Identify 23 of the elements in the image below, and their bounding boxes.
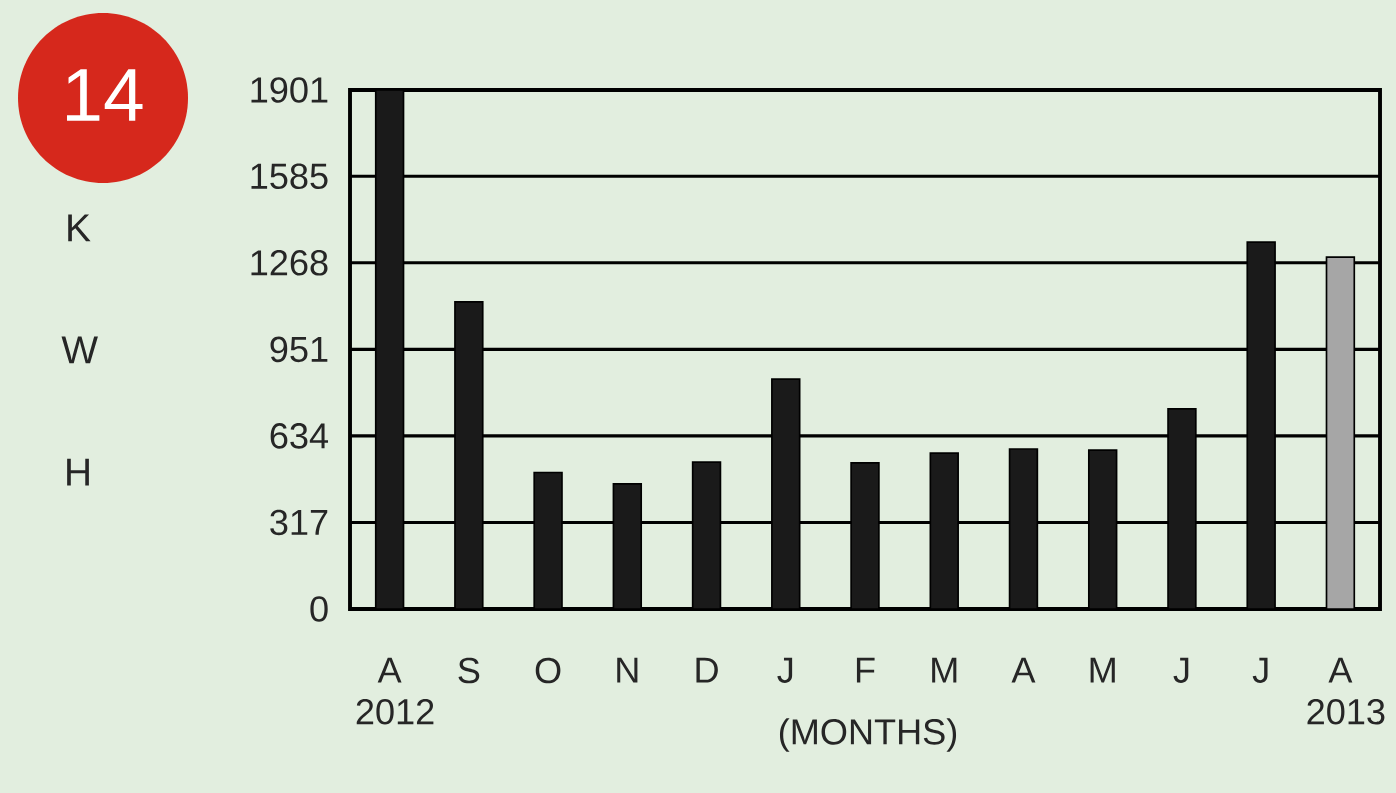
y-tick-label: 634	[270, 423, 329, 449]
x-tick-label: A 2012	[356, 657, 434, 725]
x-axis-title: (MONTHS)	[779, 718, 957, 752]
x-tick-label: J	[1252, 657, 1268, 683]
x-tick-label: O	[535, 657, 561, 684]
x-tick-label: J	[1173, 657, 1189, 683]
x-tick-label: M	[1090, 657, 1115, 683]
x-tick-label: M	[932, 657, 957, 683]
x-tick-label: N	[617, 657, 638, 683]
x-tick-label: A 2013	[1307, 657, 1385, 725]
text: K W H	[61, 214, 98, 486]
x-tick-label: J	[777, 657, 793, 683]
x-tick-label: D	[696, 657, 718, 683]
x-tick-label: A	[1011, 657, 1036, 683]
text: 14	[67, 69, 143, 121]
y-tick-label: 0	[310, 596, 328, 622]
y-tick-label: 1268	[251, 250, 328, 276]
y-tick-label: 1901	[251, 77, 328, 103]
y-tick-label: 951	[270, 336, 328, 363]
x-tick-label: F	[856, 657, 875, 683]
y-tick-label: 1585	[251, 163, 328, 190]
x-tick-label: S	[458, 657, 480, 684]
y-tick-label: 317	[270, 509, 328, 536]
